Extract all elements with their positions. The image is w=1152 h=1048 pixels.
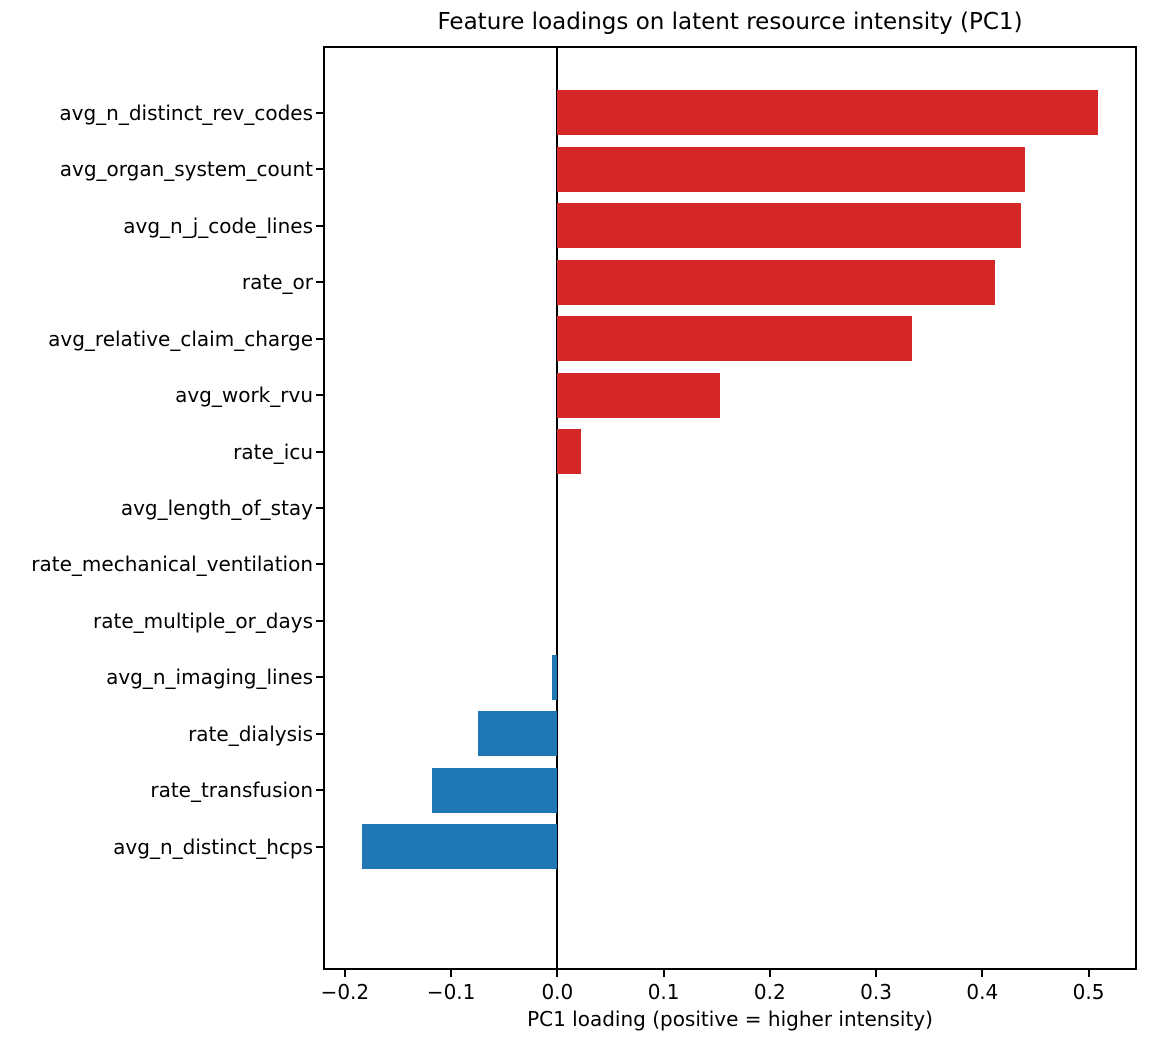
x-tick-mark [450,970,453,977]
y-tick-label-avg_length_of_stay: avg_length_of_stay [120,496,313,520]
y-tick-label-avg_relative_claim_charge: avg_relative_claim_charge [48,326,313,351]
x-tick-mark [768,970,771,977]
x-tick-label-0.5: 0.5 [1072,980,1105,1004]
chart-title: Feature loadings on latent resource inte… [437,9,1023,35]
x-tick-label-0.3: 0.3 [860,980,892,1004]
y-tick-label-rate_transfusion: rate_transfusion [150,778,313,803]
bar-avg_n_distinct_hcps [361,824,558,870]
y-tick-mark [316,450,323,453]
y-tick-mark [316,563,323,566]
bar-rate_or [557,259,996,305]
y-tick-label-rate_or: rate_or [241,270,313,295]
y-tick-label-avg_n_j_code_lines: avg_n_j_code_lines [123,213,313,238]
y-tick-mark [316,394,323,397]
y-tick-label-avg_n_imaging_lines: avg_n_imaging_lines [106,665,313,690]
y-tick-mark [316,676,323,679]
bar-avg_n_distinct_rev_codes [557,90,1099,136]
x-tick-label-0.1: 0.1 [647,980,680,1004]
x-tick-mark [662,970,665,977]
bar-avg_n_j_code_lines [557,203,1021,249]
y-tick-label-rate_dialysis: rate_dialysis [188,721,313,746]
bar-avg_work_rvu [557,372,720,418]
y-tick-label-avg_organ_system_count: avg_organ_system_count [59,157,313,182]
y-tick-mark [316,507,323,509]
y-tick-mark [316,337,323,340]
y-tick-label-rate_icu: rate_icu [233,439,313,464]
bar-avg_relative_claim_charge [557,316,913,362]
y-tick-label-avg_work_rvu: avg_work_rvu [175,383,313,408]
y-tick-mark [316,619,323,622]
y-tick-mark [316,111,323,114]
y-tick-mark [316,281,323,284]
x-tick-label-0.0: 0.0 [541,980,574,1004]
bar-rate_dialysis [477,711,558,757]
y-tick-mark [316,224,323,227]
y-tick-mark [316,168,323,171]
x-tick-mark [343,970,346,977]
y-tick-mark [316,845,323,848]
x-tick-label-0.4: 0.4 [966,980,999,1004]
plot-area [323,46,1137,970]
bar-avg_organ_system_count [557,146,1025,192]
x-tick-mark [981,970,984,977]
bar-avg_n_imaging_lines [552,654,558,700]
bar-rate_transfusion [431,767,558,813]
y-tick-mark [316,732,323,735]
x-tick-label-−0.1: −0.1 [426,980,476,1004]
x-tick-mark [556,970,559,977]
x-tick-label-−0.2: −0.2 [320,980,370,1004]
bar-rate_icu [557,428,581,475]
y-tick-label-avg_n_distinct_hcps: avg_n_distinct_hcps [113,834,313,859]
x-tick-mark [875,970,878,977]
y-tick-label-rate_multiple_or_days: rate_multiple_or_days [93,608,313,633]
y-tick-label-rate_mechanical_ventilation: rate_mechanical_ventilation [31,552,313,577]
x-tick-mark [1087,970,1090,977]
zero-baseline [556,48,559,968]
y-tick-mark [316,789,323,792]
x-axis-label: PC1 loading (positive = higher intensity… [527,1007,933,1031]
x-tick-label-0.2: 0.2 [753,980,786,1004]
y-tick-label-avg_n_distinct_rev_codes: avg_n_distinct_rev_codes [59,100,313,125]
